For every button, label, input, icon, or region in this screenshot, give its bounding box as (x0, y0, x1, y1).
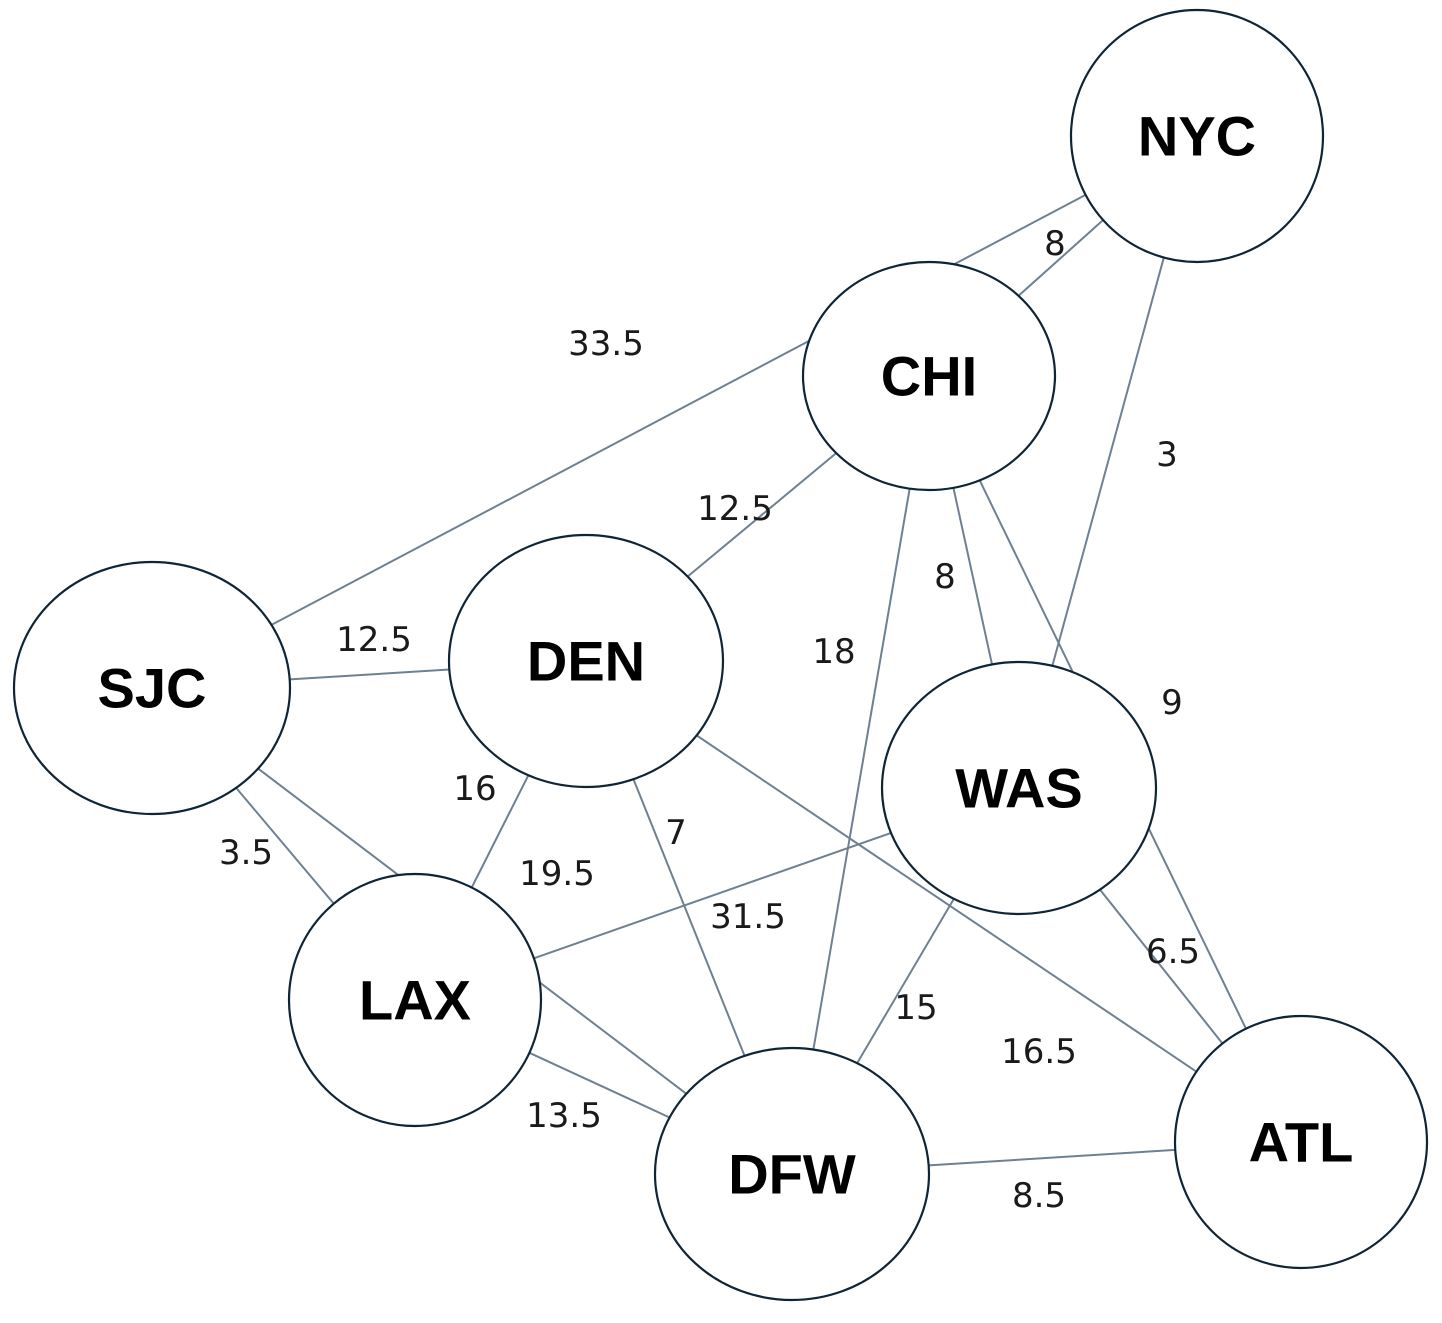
edge-weight-nyc-chi: 8 (1044, 224, 1066, 264)
edge-den-dfw (632, 778, 746, 1057)
edge-weight-den-atl: 16.5 (1001, 1032, 1077, 1072)
node-label-nyc: NYC (1138, 105, 1256, 168)
edge-weight-chi-dfw: 18 (812, 632, 855, 672)
edges-layer (235, 193, 1247, 1167)
node-label-was: WAS (955, 757, 1083, 820)
node-circle-chi (801, 260, 1057, 492)
node-label-chi: CHI (881, 345, 977, 408)
edge-weight-was-lax: 31.5 (710, 897, 786, 937)
edge-labels-layer: 33.5 8 3 12.5 8 18 9 12.5 3.5 19.5 16 7 16.5 31.5 15 6.… (219, 224, 1200, 1216)
node-lax: LAX (287, 872, 543, 1128)
node-den: DEN (447, 533, 725, 789)
edge-weight-den-dfw: 7 (665, 813, 687, 853)
edge-den-lax (470, 774, 530, 888)
edge-weight-den-lax: 16 (453, 769, 496, 809)
edge-was-lax (533, 831, 892, 960)
edge-nyc-chi (1017, 219, 1104, 297)
node-atl: ATL (1173, 1014, 1429, 1270)
edge-dfw-atl (928, 1148, 1176, 1167)
nodes-layer: NYC CHI SJC DEN WAS LAX DFW ATL (12, 8, 1429, 1302)
node-circle-dfw (653, 1046, 931, 1302)
node-circle-was (880, 660, 1158, 916)
node-circle-sjc (12, 560, 292, 816)
node-label-den: DEN (527, 630, 645, 693)
edge-den-atl (696, 734, 1198, 1073)
edge-weight-sjc-den: 12.5 (336, 620, 412, 660)
edge-was-dfw (856, 898, 955, 1064)
edge-chi-dfw (812, 488, 911, 1050)
edge-weight-chi-den: 12.5 (697, 489, 773, 529)
edge-weight-sjc-lax: 3.5 (219, 833, 273, 873)
edge-weight-dfw-atl: 8.5 (1012, 1176, 1066, 1216)
node-chi: CHI (801, 260, 1057, 492)
edge-weight-sjc-dfw: 19.5 (519, 854, 595, 894)
edge-was-atl (1099, 889, 1224, 1045)
node-label-atl: ATL (1249, 1111, 1354, 1174)
edge-chi-was (952, 487, 993, 665)
node-label-dfw: DFW (728, 1143, 856, 1206)
edge-sjc-den (289, 668, 450, 681)
node-circle-atl (1173, 1014, 1429, 1270)
edge-weight-nyc-was: 3 (1156, 435, 1178, 475)
edge-weight-was-atl: 6.5 (1146, 932, 1200, 972)
node-label-sjc: SJC (98, 657, 207, 720)
node-circle-nyc (1069, 8, 1325, 264)
node-circle-den (447, 533, 725, 789)
node-label-lax: LAX (359, 969, 471, 1032)
edge-lax-dfw (528, 1051, 670, 1119)
edge-sjc-lax (235, 787, 335, 905)
edge-nyc-was (1051, 257, 1165, 667)
edge-weight-chi-atl: 9 (1161, 683, 1183, 723)
edge-weight-was-dfw: 15 (894, 988, 937, 1028)
node-sjc: SJC (12, 560, 292, 816)
edge-weight-lax-dfw: 13.5 (526, 1096, 602, 1136)
edge-weight-nyc-sjc: 33.5 (568, 324, 644, 364)
node-dfw: DFW (653, 1046, 931, 1302)
node-was: WAS (880, 660, 1158, 916)
edge-chi-den (687, 452, 837, 578)
edge-weight-chi-was: 8 (934, 557, 956, 597)
node-circle-lax (287, 872, 543, 1128)
node-nyc: NYC (1069, 8, 1325, 264)
